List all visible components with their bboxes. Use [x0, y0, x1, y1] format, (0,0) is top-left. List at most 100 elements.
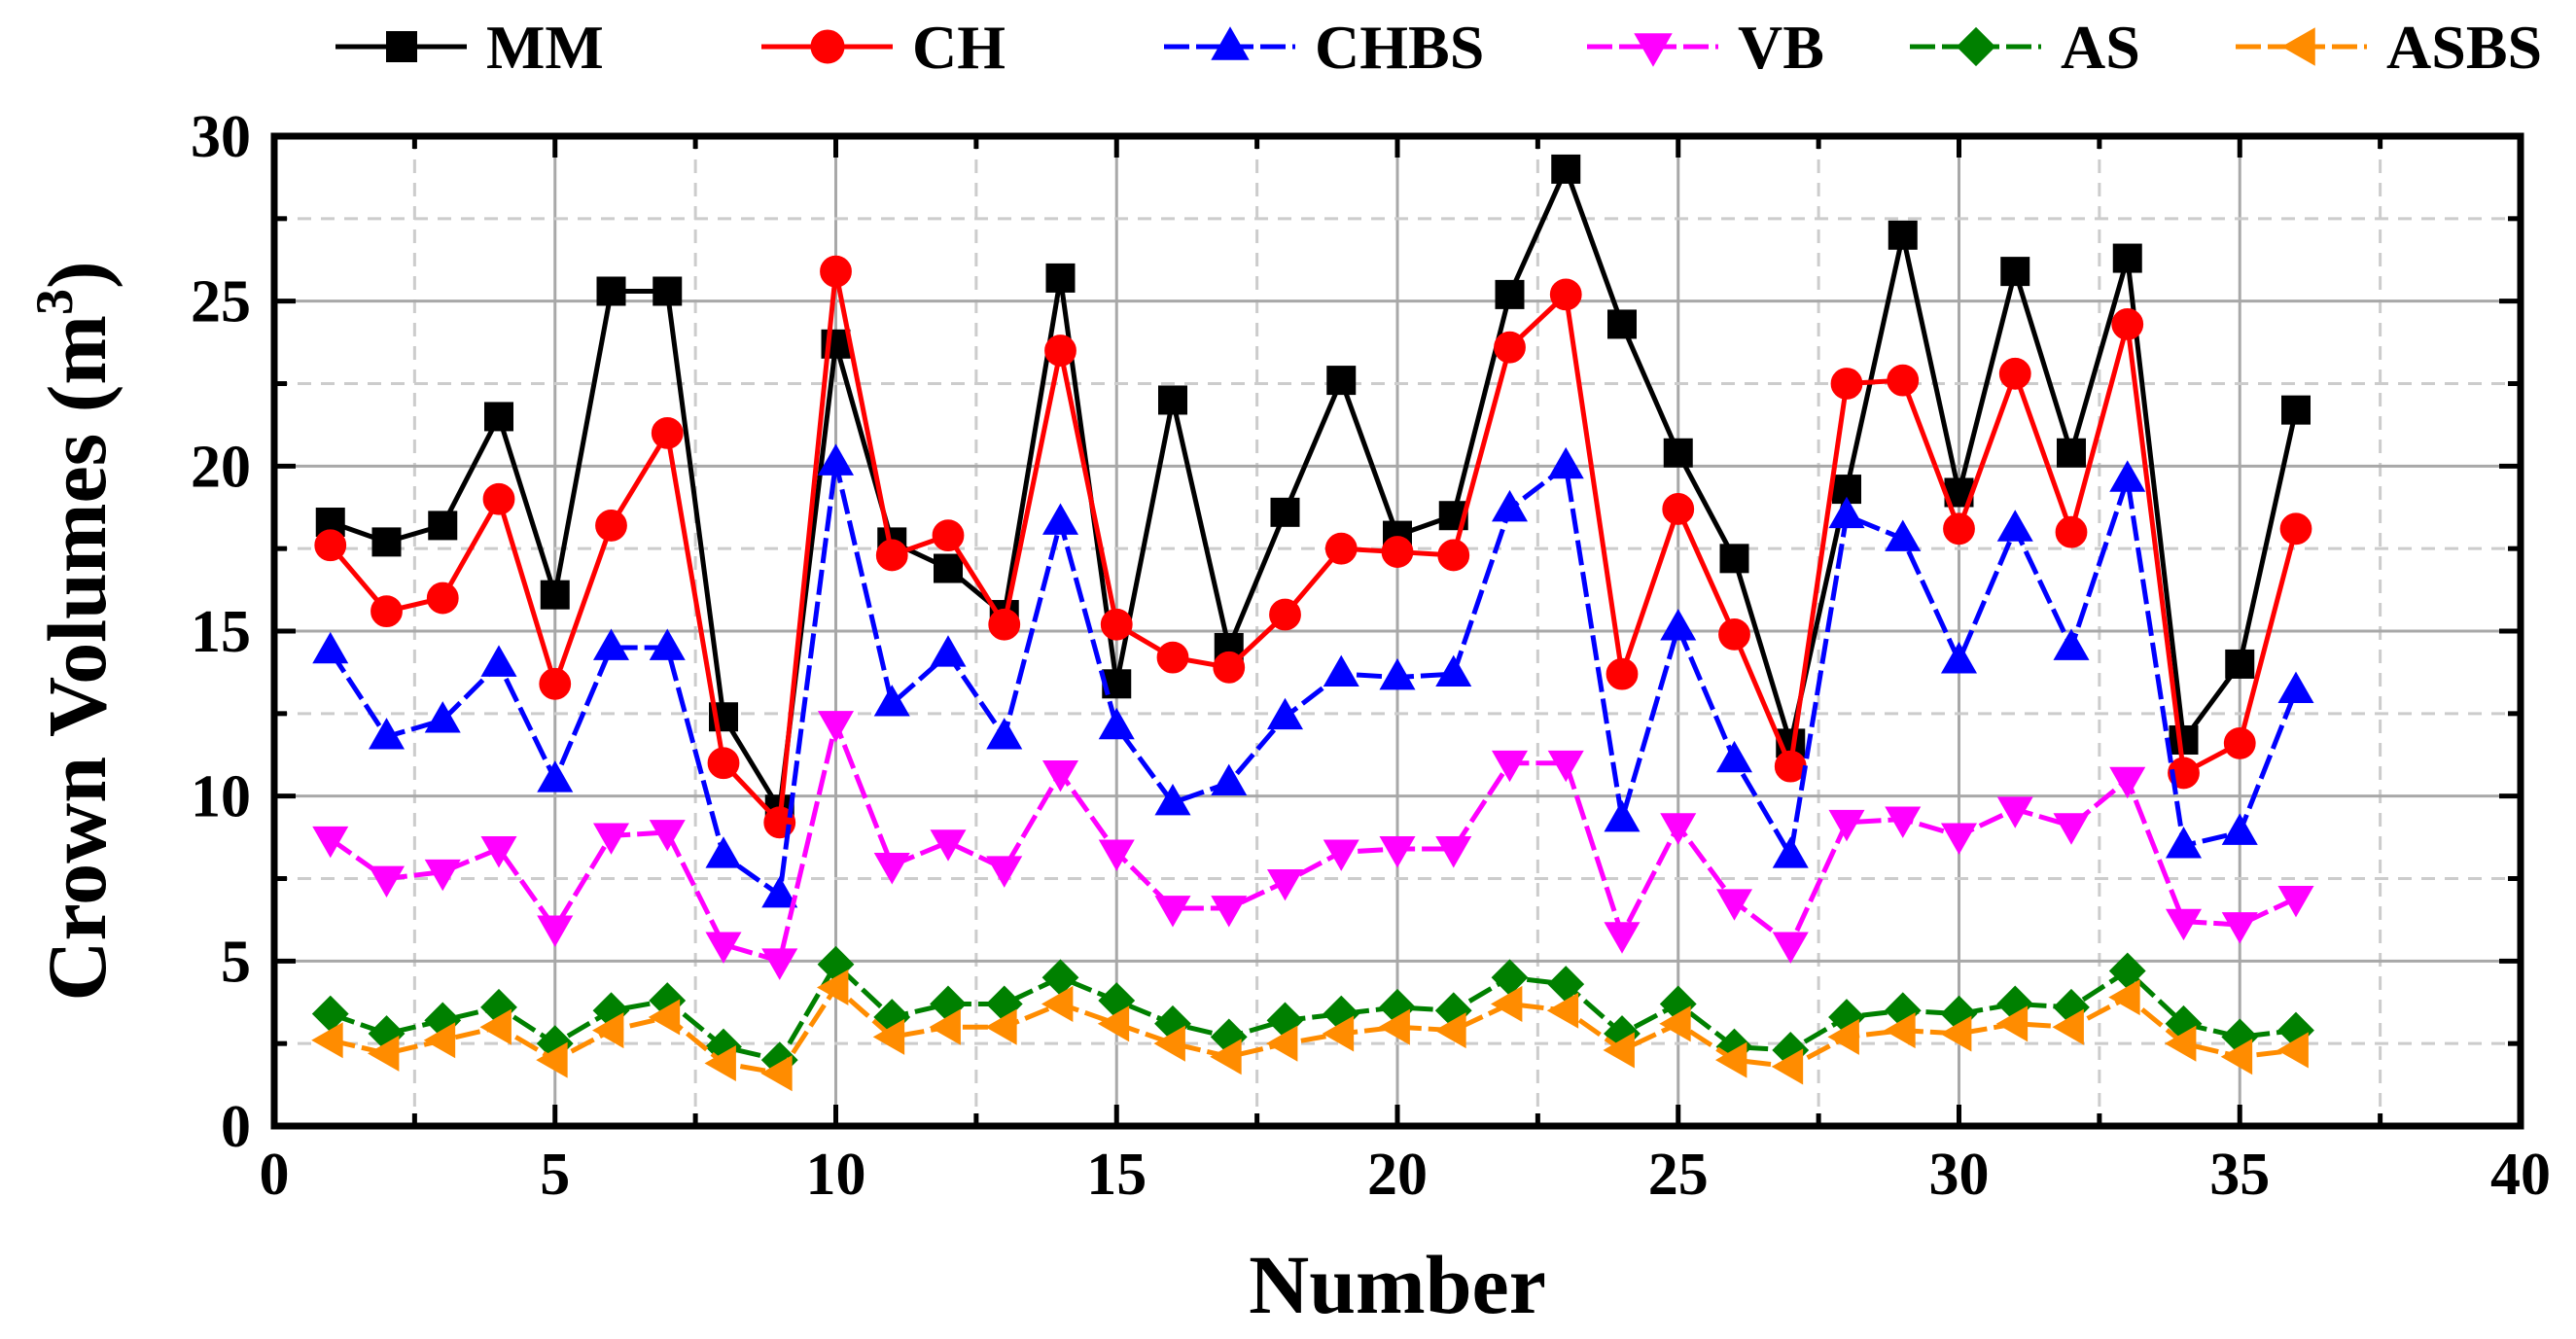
data-point-mm [653, 276, 683, 306]
data-point-chbs [1154, 783, 1191, 816]
legend-label-mm: MM [486, 13, 604, 82]
data-point-asbs [2220, 1039, 2253, 1075]
data-point-vb [1885, 806, 1922, 838]
data-point-vb [1772, 932, 1809, 964]
data-point-chbs [1435, 654, 1472, 687]
x-tick-label: 25 [1648, 1142, 1709, 1208]
data-point-chbs [537, 760, 574, 793]
data-point-vb [1547, 750, 1584, 783]
data-point-chbs [1660, 609, 1697, 641]
data-point-chbs [2221, 813, 2258, 845]
data-point-chbs [1772, 836, 1809, 868]
data-point-vb [1098, 839, 1135, 871]
legend-item-vb: VB [1587, 13, 1824, 82]
data-point-vb [930, 829, 967, 862]
legend-marker-asbs [2281, 27, 2315, 66]
data-point-ch [539, 667, 572, 700]
data-point-chbs [873, 685, 910, 717]
data-point-vb [1154, 896, 1191, 928]
data-point-asbs [1378, 1008, 1410, 1045]
data-point-ch [1606, 657, 1639, 690]
data-point-ch [2223, 726, 2256, 759]
data-point-asbs [872, 1018, 905, 1055]
data-point-chbs [1996, 510, 2033, 542]
data-point-chbs [1604, 799, 1641, 832]
data-point-chbs [1041, 503, 1079, 535]
data-point-vb [1211, 896, 1248, 928]
legend: MM CH CHBS VB AS ASBS [335, 13, 2542, 82]
data-point-chbs [1379, 657, 1416, 690]
data-point-ch [1100, 608, 1133, 641]
data-point-ch [595, 510, 627, 542]
data-point-ch [707, 747, 740, 780]
data-point-asbs [648, 999, 681, 1036]
data-point-asbs [1490, 985, 1523, 1022]
data-point-asbs [1827, 1018, 1859, 1055]
legend-item-as: AS [1910, 13, 2140, 82]
data-point-chbs [424, 701, 461, 733]
data-point-asbs [1041, 985, 1074, 1022]
data-point-mm [2112, 243, 2142, 273]
data-point-ch [2055, 515, 2088, 548]
data-point-ch [1213, 651, 1246, 684]
data-point-chbs [1828, 496, 1865, 529]
data-point-vb [705, 932, 742, 964]
series-line-vb [329, 721, 2298, 964]
axis-ticks [271, 133, 2523, 1129]
data-point-mm [1888, 220, 1918, 250]
data-point-vb [1491, 750, 1529, 783]
y-tick-label: 5 [221, 929, 251, 995]
x-tick-label: 40 [2490, 1142, 2551, 1208]
data-point-chbs [930, 635, 967, 667]
data-point-asbs [1546, 992, 1579, 1029]
data-point-ch [314, 529, 347, 562]
data-point-ch [875, 539, 908, 572]
data-point-vb [649, 820, 686, 852]
data-point-asbs [1884, 1012, 1916, 1049]
legend-item-chbs: CHBS [1164, 13, 1484, 82]
x-tick-label: 5 [540, 1142, 570, 1208]
data-point-chbs [817, 443, 855, 476]
data-point-vb [1604, 922, 1641, 954]
data-point-ch [1324, 532, 1358, 565]
data-point-mm [1663, 438, 1693, 468]
data-point-asbs [367, 1035, 400, 1072]
data-point-mm [2225, 649, 2255, 679]
data-point-vb [2053, 813, 2090, 845]
data-point-vb [1660, 813, 1697, 845]
legend-item-ch: CH [761, 13, 1006, 82]
series-chbs [312, 443, 2314, 908]
data-point-mm [2281, 395, 2311, 425]
data-point-chbs [2165, 827, 2203, 859]
y-tick-label: 30 [191, 104, 251, 170]
data-point-mm [2169, 724, 2199, 755]
y-tick-label: 25 [191, 269, 251, 335]
data-point-ch [1998, 357, 2031, 390]
data-point-ch [1494, 331, 1526, 364]
y-axis-title-main: Crown Volumes (m [30, 315, 124, 1002]
data-point-mm [1719, 544, 1749, 574]
data-point-mm [2000, 257, 2030, 287]
y-axis-title-superscript: 3 [25, 289, 84, 315]
x-axis-title: Number [1249, 1238, 1546, 1331]
legend-marker-ch [810, 29, 845, 64]
data-point-vb [986, 856, 1023, 888]
data-point-ch [1943, 512, 1975, 546]
data-point-asbs [536, 1041, 568, 1078]
data-point-chbs [2053, 628, 2090, 660]
data-point-mm [1607, 309, 1637, 339]
data-point-mm [596, 276, 626, 306]
data-point-chbs [2109, 460, 2146, 492]
data-point-asbs [1939, 1015, 1972, 1052]
legend-item-asbs: ASBS [2236, 13, 2542, 82]
data-point-ch [371, 595, 403, 628]
legend-marker-mm [386, 31, 417, 62]
data-point-vb [592, 823, 630, 855]
data-point-asbs [1097, 1005, 1130, 1042]
data-point-asbs [1265, 1025, 1298, 1062]
legend-marker-as [1956, 26, 1996, 67]
data-point-vb [1435, 836, 1472, 868]
data-point-asbs [1153, 1025, 1185, 1062]
data-point-vb [1379, 836, 1416, 868]
data-point-asbs [760, 1055, 793, 1092]
